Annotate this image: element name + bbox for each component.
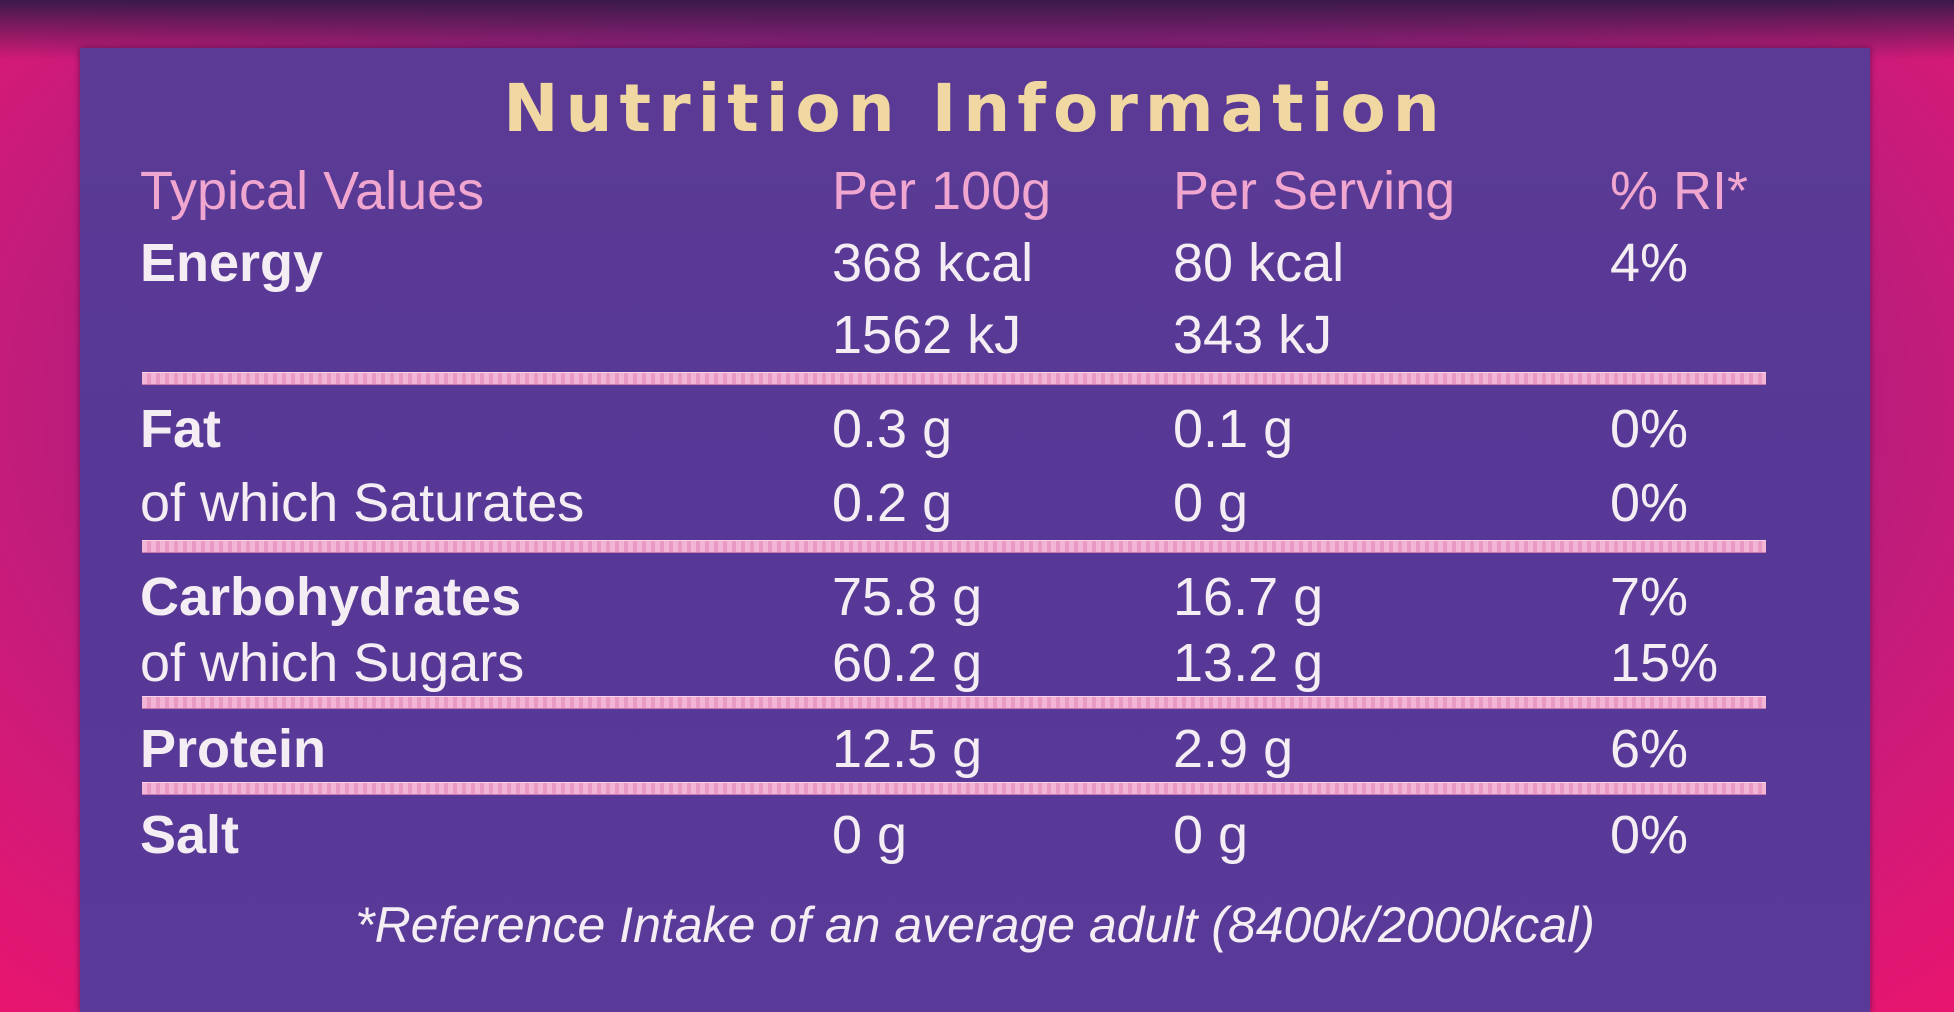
fat-serving: 0.1 g xyxy=(1173,399,1294,459)
saturates-per100: 0.2 g xyxy=(832,473,953,533)
nutrition-panel: Nutrition Information Typical Values Per… xyxy=(80,48,1870,1012)
reference-intake-footnote: *Reference Intake of an average adult (8… xyxy=(355,897,1595,953)
energy-serving-kj: 343 kJ xyxy=(1173,305,1333,365)
panel-title: Nutrition Information xyxy=(503,70,1447,147)
divider-rule xyxy=(142,782,1766,795)
sugars-ri: 15% xyxy=(1610,633,1719,693)
sugars-serving: 13.2 g xyxy=(1173,633,1324,693)
protein-label: Protein xyxy=(140,719,327,779)
energy-label: Energy xyxy=(140,233,324,293)
saturates-ri: 0% xyxy=(1610,473,1689,533)
protein-ri: 6% xyxy=(1610,719,1689,779)
header-ri: % RI* xyxy=(1610,161,1749,221)
carbohydrates-per100: 75.8 g xyxy=(832,567,983,627)
protein-per100: 12.5 g xyxy=(832,719,983,779)
header-typical-values: Typical Values xyxy=(140,161,485,221)
divider-rule xyxy=(142,540,1766,553)
fat-per100: 0.3 g xyxy=(832,399,953,459)
carbohydrates-serving: 16.7 g xyxy=(1173,567,1324,627)
header-per-100g: Per 100g xyxy=(832,161,1052,221)
salt-ri: 0% xyxy=(1610,805,1689,865)
fat-label: Fat xyxy=(140,399,221,459)
carbohydrates-label: Carbohydrates xyxy=(140,567,522,627)
salt-per100: 0 g xyxy=(832,805,908,865)
sugars-label: of which Sugars xyxy=(140,633,525,693)
saturates-serving: 0 g xyxy=(1173,473,1249,533)
divider-rule xyxy=(142,372,1766,385)
energy-ri: 4% xyxy=(1610,233,1689,293)
energy-serving-kcal: 80 kcal xyxy=(1173,233,1345,293)
divider-rule xyxy=(142,696,1766,709)
salt-label: Salt xyxy=(140,805,240,865)
salt-serving: 0 g xyxy=(1173,805,1249,865)
energy-per100-kj: 1562 kJ xyxy=(832,305,1022,365)
fat-ri: 0% xyxy=(1610,399,1689,459)
saturates-label: of which Saturates xyxy=(140,473,585,533)
header-per-serving: Per Serving xyxy=(1173,161,1456,221)
energy-per100-kcal: 368 kcal xyxy=(832,233,1034,293)
carbohydrates-ri: 7% xyxy=(1610,567,1689,627)
protein-serving: 2.9 g xyxy=(1173,719,1294,779)
sugars-per100: 60.2 g xyxy=(832,633,983,693)
